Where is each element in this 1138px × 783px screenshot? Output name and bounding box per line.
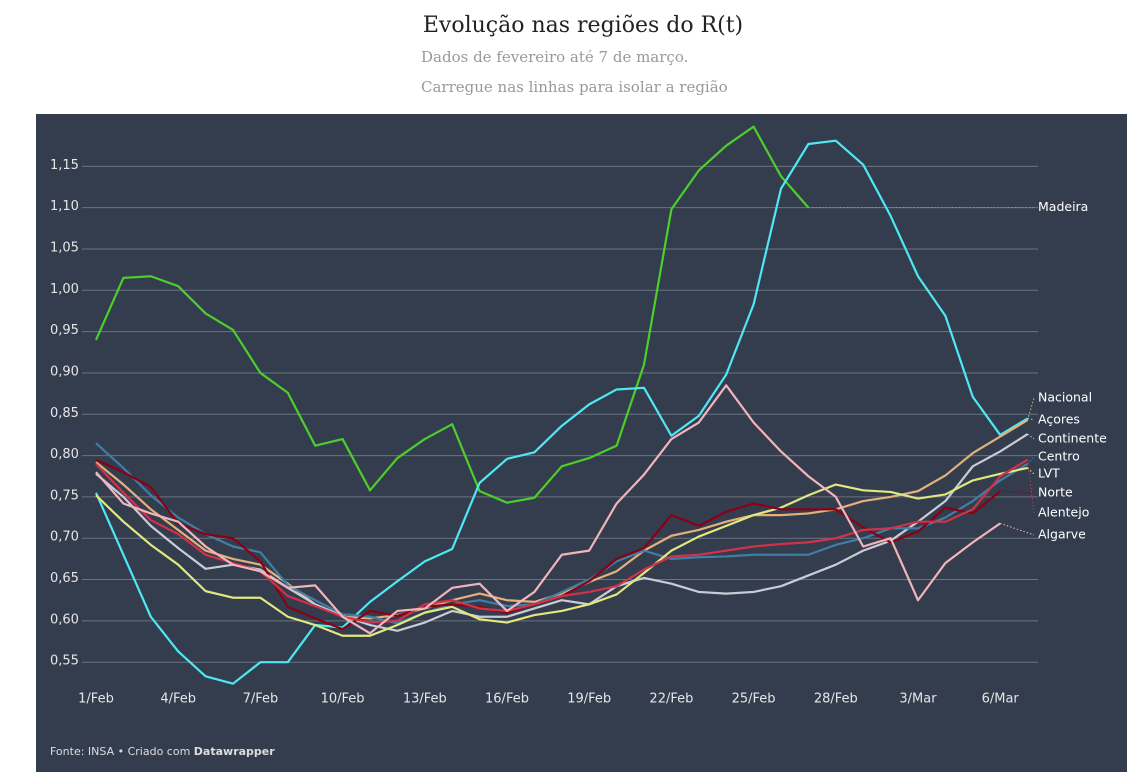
label-connector bbox=[1027, 417, 1035, 421]
x-tick-label: 6/Mar bbox=[982, 692, 1020, 707]
label-connector bbox=[1027, 456, 1035, 465]
x-tick-label: 16/Feb bbox=[485, 692, 529, 707]
x-tick-label: 28/Feb bbox=[814, 692, 858, 707]
y-tick-label: 1,05 bbox=[50, 240, 79, 255]
chart-title: Evolução nas regiões do R(t) bbox=[423, 13, 743, 38]
x-tick-label: 1/Feb bbox=[78, 692, 114, 707]
plot-background bbox=[36, 114, 1127, 772]
credit: Datawrapper bbox=[194, 745, 275, 758]
y-tick-label: 1,00 bbox=[50, 282, 79, 297]
series-label: Continente bbox=[1038, 431, 1107, 446]
y-tick-label: 1,15 bbox=[50, 158, 79, 173]
x-tick-label: 25/Feb bbox=[732, 692, 776, 707]
y-tick-label: 0,75 bbox=[50, 488, 79, 503]
x-tick-label: 4/Feb bbox=[160, 692, 196, 707]
y-tick-label: 0,90 bbox=[50, 364, 79, 379]
label-connector bbox=[1027, 433, 1035, 440]
source: Fonte: INSA • Criado com Datawrapper bbox=[50, 745, 275, 758]
series-line bbox=[95, 466, 1028, 637]
series-label: Norte bbox=[1038, 485, 1073, 500]
y-tick-label: 0,80 bbox=[50, 447, 79, 462]
x-tick-label: 10/Feb bbox=[321, 692, 365, 707]
x-tick-label: 19/Feb bbox=[567, 692, 611, 707]
source-text: Fonte: INSA • Criado com bbox=[50, 745, 190, 758]
series-label: Açores bbox=[1038, 412, 1080, 427]
x-tick-label: 3/Mar bbox=[899, 692, 937, 707]
series-label: Centro bbox=[1038, 449, 1080, 464]
y-tick-label: 1,10 bbox=[50, 199, 79, 214]
subtitle: Carregue nas linhas para isolar a região bbox=[421, 78, 728, 96]
label-connector bbox=[1027, 397, 1035, 421]
label-connector bbox=[1027, 467, 1035, 475]
series-line bbox=[94, 139, 1029, 685]
series-line bbox=[95, 419, 1029, 620]
y-tick-label: 0,95 bbox=[50, 323, 79, 338]
y-tick-label: 0,65 bbox=[50, 571, 79, 586]
y-tick-label: 0,85 bbox=[50, 406, 79, 421]
series-line bbox=[95, 442, 1029, 625]
series-label: Alentejo bbox=[1038, 505, 1089, 520]
y-tick-label: 0,70 bbox=[50, 530, 79, 545]
subtitle: Dados de fevereiro até 7 de março. bbox=[421, 48, 688, 66]
y-tick-label: 0,60 bbox=[50, 612, 79, 627]
label-connector bbox=[1000, 522, 1035, 536]
x-tick-label: 22/Feb bbox=[649, 692, 693, 707]
y-tick-label: 0,55 bbox=[50, 654, 79, 669]
series-label: Nacional bbox=[1038, 390, 1092, 405]
x-tick-label: 7/Feb bbox=[243, 692, 279, 707]
x-tick-label: 13/Feb bbox=[403, 692, 447, 707]
label-connector bbox=[1000, 490, 1035, 494]
series-label: Madeira bbox=[1038, 199, 1088, 214]
series-line bbox=[94, 125, 810, 504]
series-label: LVT bbox=[1038, 466, 1060, 481]
series-label: Algarve bbox=[1038, 527, 1086, 542]
series-line bbox=[95, 384, 1001, 635]
